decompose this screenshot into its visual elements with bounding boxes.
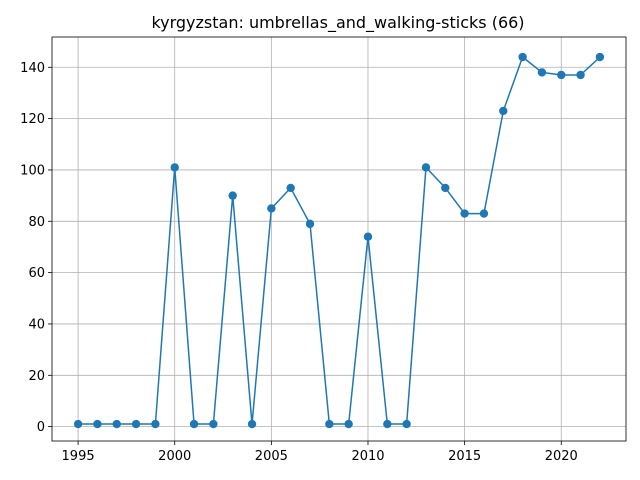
y-tick-label: 100: [20, 163, 45, 178]
data-point: [518, 52, 527, 62]
y-tick-label: 20: [28, 369, 45, 384]
data-point: [286, 183, 295, 193]
tick-labels: 1995 2000 2005 2010 2015 2020 0 20 40 60 80 100 120 1…: [20, 61, 578, 464]
y-tick-label: 120: [20, 112, 45, 127]
data-point: [499, 106, 508, 116]
series-line: [78, 56, 601, 425]
data-point: [383, 419, 392, 429]
x-tick-label: 1995: [62, 449, 95, 464]
data-point: [557, 70, 566, 80]
data-point: [325, 419, 334, 429]
data-point: [441, 183, 450, 193]
data-point: [189, 419, 199, 429]
x-tick-label: 2005: [255, 449, 288, 464]
data-point: [209, 419, 218, 429]
data-point: [595, 52, 605, 62]
grid-lines: [52, 37, 626, 441]
data-point: [537, 68, 547, 77]
data-series: [73, 52, 605, 429]
data-point: [73, 419, 83, 429]
x-tick-label: 2000: [158, 449, 191, 464]
x-tick-label: 2020: [545, 449, 578, 464]
data-point: [151, 419, 160, 429]
y-tick-label: 40: [28, 317, 45, 332]
data-point: [576, 70, 585, 80]
data-point: [93, 419, 102, 429]
data-point: [131, 419, 141, 429]
data-point: [479, 209, 489, 218]
data-point: [267, 204, 276, 213]
chart-title: kyrgyzstan: umbrellas_and_walking-sticks…: [151, 13, 524, 33]
data-point: [402, 419, 411, 429]
y-tick-label: 0: [37, 420, 45, 435]
data-point: [305, 219, 315, 229]
y-tick-label: 80: [28, 215, 45, 230]
x-tick-label: 2010: [351, 449, 384, 464]
y-tick-label: 60: [28, 266, 45, 281]
x-tick-label: 2015: [448, 449, 481, 464]
data-point: [460, 209, 469, 218]
axes: [48, 36, 627, 445]
data-point: [344, 419, 353, 429]
data-point: [228, 191, 237, 200]
y-tick-label: 140: [20, 61, 45, 76]
data-point: [247, 419, 257, 429]
data-point: [170, 163, 179, 172]
data-point: [112, 419, 121, 429]
plot-frame: [51, 36, 627, 442]
data-point: [363, 232, 373, 241]
data-point: [421, 163, 431, 172]
